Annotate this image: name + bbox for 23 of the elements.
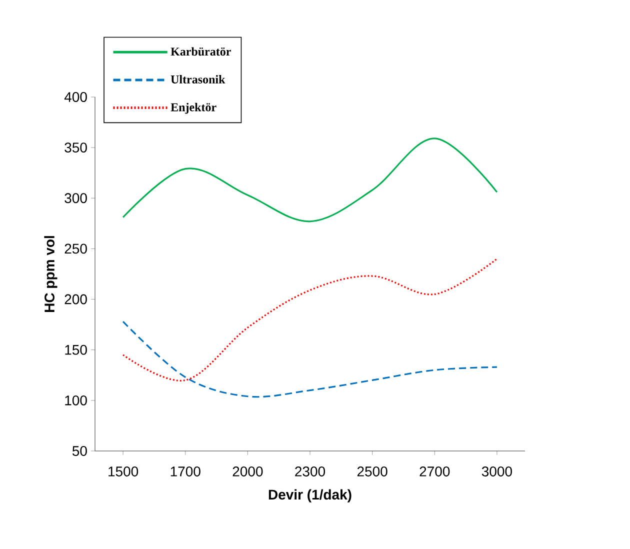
x-tick-label: 2700 xyxy=(420,466,450,476)
y-tick-label: 400 xyxy=(64,92,87,102)
y-tick-label: 350 xyxy=(64,142,87,153)
legend-label: Enjektör xyxy=(170,102,216,114)
legend-label: Ultrasonik xyxy=(170,75,226,84)
y-tick-label: 150 xyxy=(65,344,87,355)
y-axis-title: HC ppm vol xyxy=(44,236,58,312)
x-tick-label: 2000 xyxy=(232,466,263,476)
y-tick-label: 100 xyxy=(65,395,87,406)
x-tick-label: 1700 xyxy=(170,466,200,476)
x-tick-label: 2500 xyxy=(357,466,388,476)
y-tick-label: 300 xyxy=(64,193,87,204)
x-axis-title: Devir (1/dak) xyxy=(268,489,352,502)
y-tick-label: 200 xyxy=(64,294,87,304)
y-tick-label: 250 xyxy=(64,244,87,254)
legend-label: Karbüratör xyxy=(170,47,231,56)
x-tick-label: 3000 xyxy=(482,466,512,476)
y-tick-label: 50 xyxy=(72,446,87,456)
x-tick-label: 1500 xyxy=(108,466,138,476)
x-tick-label: 2300 xyxy=(295,466,326,476)
line-series xyxy=(122,258,498,382)
line-series xyxy=(122,320,498,398)
line-series xyxy=(122,138,498,222)
